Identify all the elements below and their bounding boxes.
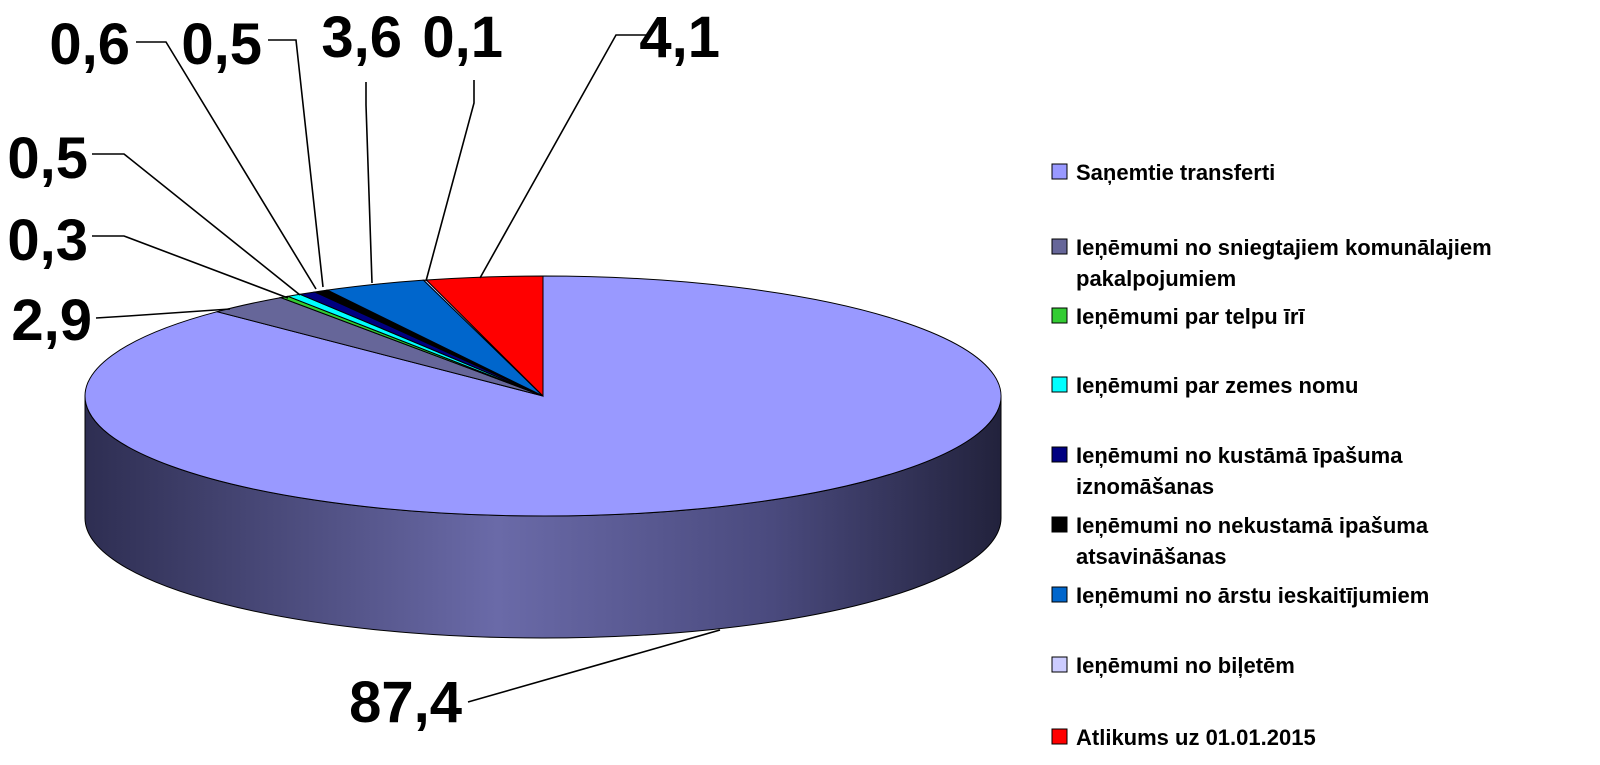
legend-label-3: Ieņēmumi par telpu īrī <box>1076 304 1305 329</box>
data-label-4: 0,5 <box>7 126 88 191</box>
pie-top <box>84 275 1002 517</box>
data-label-9: 4,1 <box>639 5 720 70</box>
data-label-2: 2,9 <box>11 288 92 353</box>
data-label-3: 0,3 <box>7 208 88 273</box>
legend-label-5: Ieņēmumi no kustāmā īpašuma <box>1076 443 1403 468</box>
legend-label-4: Ieņēmumi par zemes nomu <box>1076 373 1358 398</box>
legend-label-7: Ieņēmumi no ārstu ieskaitījumiem <box>1076 583 1429 608</box>
legend-swatch-8 <box>1051 656 1068 673</box>
leader-line-6 <box>268 39 324 288</box>
leader-line-8 <box>425 80 475 282</box>
data-label-6: 0,5 <box>181 12 262 77</box>
legend-swatch-5 <box>1051 446 1068 463</box>
legend-label-6-line2: atsavināšanas <box>1076 544 1226 569</box>
legend-label-2: Ieņēmumi no sniegtajiem komunālajiem <box>1076 235 1492 260</box>
legend-swatch-3 <box>1051 307 1068 324</box>
leader-line-7 <box>365 82 373 284</box>
leader-line-1 <box>467 629 721 703</box>
data-label-7: 3,6 <box>321 5 402 70</box>
legend-swatch-7 <box>1051 586 1068 603</box>
legend-label-1: Saņemtie transferti <box>1076 160 1275 185</box>
legend-label-9: Atlikums uz 01.01.2015 <box>1076 725 1316 750</box>
leader-line-9 <box>479 34 648 279</box>
data-label-8: 0,1 <box>422 5 503 70</box>
legend-swatch-2 <box>1051 238 1068 255</box>
data-label-5: 0,6 <box>49 12 130 77</box>
leader-line-4 <box>92 153 301 296</box>
legend-label-6: Ieņēmumi no nekustamā ipašuma <box>1076 513 1429 538</box>
legend-swatch-4 <box>1051 376 1068 393</box>
legend-label-2-line2: pakalpojumiem <box>1076 266 1236 291</box>
legend-label-8: Ieņēmumi no biļetēm <box>1076 653 1295 678</box>
leader-line-3 <box>92 235 289 299</box>
leader-lines <box>92 34 721 703</box>
leader-line-5 <box>136 41 317 290</box>
legend: Saņemtie transferti Ieņēmumi no sniegtaji… <box>1051 160 1492 750</box>
legend-label-5-line2: iznomāšanas <box>1076 474 1214 499</box>
leader-line-2 <box>95 308 231 319</box>
data-labels: 87,4 2,9 0,3 0,5 0,6 0,5 3,6 0,1 4,1 <box>7 5 720 735</box>
data-label-1: 87,4 <box>349 670 462 735</box>
legend-swatch-1 <box>1051 163 1068 180</box>
legend-swatch-6 <box>1051 516 1068 533</box>
legend-swatch-9 <box>1051 728 1068 745</box>
